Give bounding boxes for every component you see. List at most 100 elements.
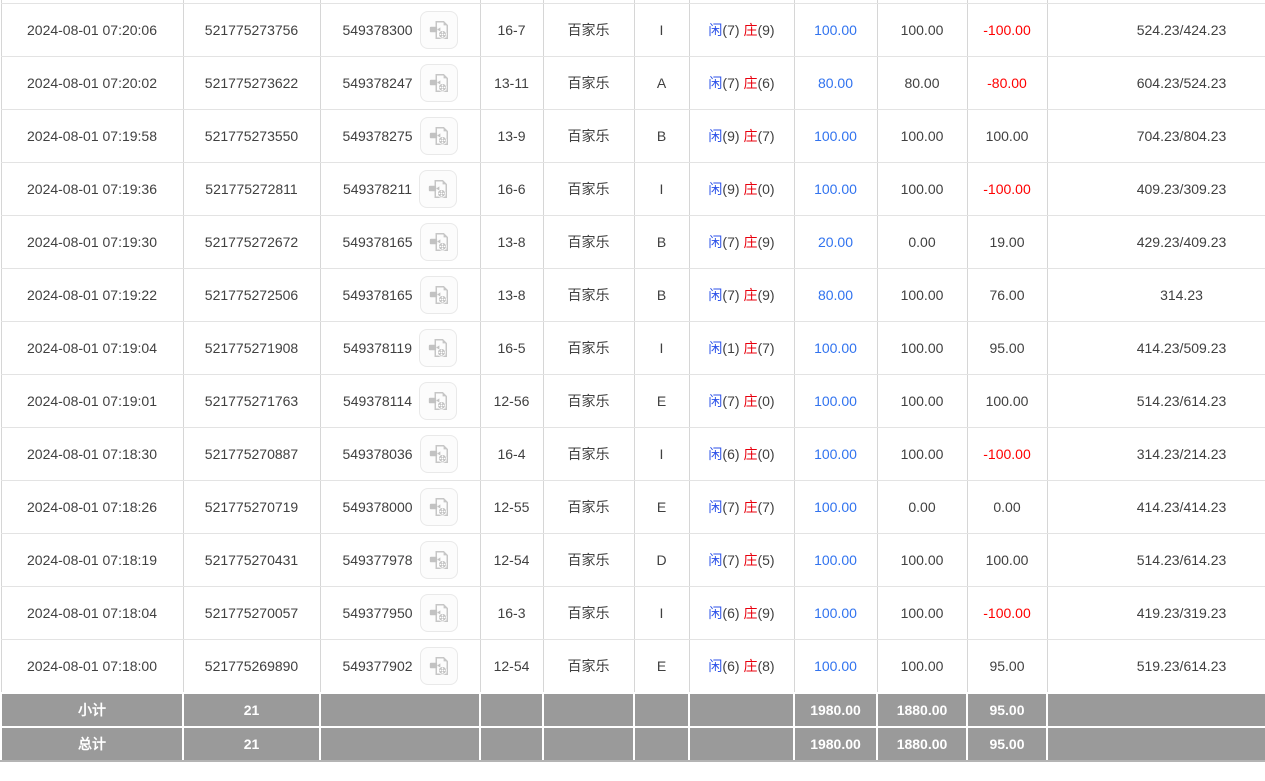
cell-bet-amount: 100.00 (793, 321, 878, 375)
bet-record-row: 2024-08-01 07:20:02 521775273622 5493782… (0, 56, 1265, 110)
video-replay-button[interactable] (419, 117, 458, 155)
cell-bet-amount: 100.00 (793, 480, 878, 534)
video-replay-button[interactable] (419, 594, 458, 632)
cell-bet-id: 521775271763 (182, 374, 321, 428)
cell-winloss: 100.00 (966, 533, 1048, 587)
total-empty-cell (319, 726, 481, 762)
round-id-text: 549378036 (342, 446, 413, 462)
cell-game-type: 百家乐 (542, 109, 635, 163)
cell-round-id: 549378165 (319, 268, 481, 322)
cell-balance: 314.23/214.23 (1046, 427, 1265, 481)
player-label: 闲 (708, 128, 723, 144)
cell-balance: 314.23 (1046, 268, 1265, 322)
video-replay-button[interactable] (419, 170, 458, 208)
cell-seat-letter: I (633, 3, 690, 57)
cell-valid-amount: 100.00 (876, 427, 968, 481)
cell-bet-time: 2024-08-01 07:20:06 (0, 3, 184, 57)
video-replay-button[interactable] (419, 488, 458, 526)
cell-winloss: -100.00 (966, 586, 1048, 640)
cell-round-id: 549378300 (319, 3, 481, 57)
cell-valid-amount: 100.00 (876, 586, 968, 640)
cell-bet-id: 521775270057 (182, 586, 321, 640)
video-replay-button[interactable] (419, 435, 458, 473)
bet-records-table: 2024-08-01 07:20:06 521775273756 5493783… (0, 0, 1265, 762)
cell-bet-time: 2024-08-01 07:18:00 (0, 639, 184, 694)
banker-label: 庄 (743, 128, 758, 144)
banker-points: (7) (757, 499, 775, 515)
cell-table-number: 13-8 (479, 215, 544, 269)
total-empty-cell (633, 726, 690, 762)
video-file-icon (429, 233, 448, 251)
cell-bet-time: 2024-08-01 07:19:58 (0, 109, 184, 163)
player-label: 闲 (708, 287, 723, 303)
player-label: 闲 (708, 552, 723, 568)
cell-seat-letter: E (633, 639, 690, 694)
bet-record-row: 2024-08-01 07:18:26 521775270719 5493780… (0, 480, 1265, 534)
round-id-text: 549377902 (342, 658, 413, 674)
cell-bet-time: 2024-08-01 07:18:19 (0, 533, 184, 587)
video-replay-button[interactable] (419, 382, 458, 420)
banker-label: 庄 (743, 22, 758, 38)
cell-winloss: 76.00 (966, 268, 1048, 322)
cell-bet-time: 2024-08-01 07:18:26 (0, 480, 184, 534)
cell-valid-amount: 100.00 (876, 639, 968, 694)
round-id-text: 549378119 (342, 340, 413, 356)
player-label: 闲 (708, 181, 723, 197)
cell-game-type: 百家乐 (542, 586, 635, 640)
total-count: 21 (182, 726, 321, 762)
cell-round-id: 549378000 (319, 480, 481, 534)
video-replay-button[interactable] (419, 541, 458, 579)
banker-points: (9) (757, 605, 775, 621)
cell-valid-amount: 100.00 (876, 162, 968, 216)
cell-bet-id: 521775273622 (182, 56, 321, 110)
round-id-text: 549378165 (342, 234, 413, 250)
cell-game-result: 闲(9) 庄(7) (688, 109, 795, 163)
cell-balance: 524.23/424.23 (1046, 3, 1265, 57)
cell-bet-id: 521775272672 (182, 215, 321, 269)
video-replay-button[interactable] (419, 276, 458, 314)
cell-bet-amount: 100.00 (793, 427, 878, 481)
cell-bet-time: 2024-08-01 07:18:04 (0, 586, 184, 640)
cell-game-type: 百家乐 (542, 268, 635, 322)
cell-seat-letter: B (633, 215, 690, 269)
cell-game-type: 百家乐 (542, 56, 635, 110)
video-replay-button[interactable] (419, 647, 458, 685)
cell-winloss: 19.00 (966, 215, 1048, 269)
cell-seat-letter: B (633, 109, 690, 163)
cell-balance: 414.23/414.23 (1046, 480, 1265, 534)
video-file-icon (429, 74, 448, 92)
subtotal-empty-cell (319, 692, 481, 728)
cell-bet-id: 521775271908 (182, 321, 321, 375)
banker-label: 庄 (743, 75, 758, 91)
cell-bet-time: 2024-08-01 07:19:04 (0, 321, 184, 375)
cell-bet-amount: 100.00 (793, 533, 878, 587)
cell-bet-id: 521775270887 (182, 427, 321, 481)
cell-valid-amount: 100.00 (876, 321, 968, 375)
video-replay-button[interactable] (419, 11, 458, 49)
video-replay-button[interactable] (419, 329, 458, 367)
video-file-icon (429, 127, 448, 145)
player-label: 闲 (708, 75, 723, 91)
round-id-text: 549378247 (342, 75, 413, 91)
player-points: (1) (722, 340, 740, 356)
total-empty-cell (542, 726, 635, 762)
banker-label: 庄 (743, 605, 758, 621)
cell-bet-amount: 100.00 (793, 639, 878, 694)
banker-label: 庄 (743, 234, 758, 250)
bet-record-row: 2024-08-01 07:19:36 521775272811 5493782… (0, 162, 1265, 216)
banker-points: (9) (757, 22, 775, 38)
cell-balance: 514.23/614.23 (1046, 374, 1265, 428)
cell-winloss: 0.00 (966, 480, 1048, 534)
cell-winloss: -100.00 (966, 162, 1048, 216)
banker-points: (6) (757, 75, 775, 91)
video-replay-button[interactable] (419, 64, 458, 102)
banker-points: (9) (757, 234, 775, 250)
video-replay-button[interactable] (419, 223, 458, 261)
records-summary: 小计 21 1980.00 1880.00 95.00 总计 21 (0, 692, 1265, 762)
bet-record-row: 2024-08-01 07:18:04 521775270057 5493779… (0, 586, 1265, 640)
banker-points: (8) (757, 658, 775, 674)
round-id-text: 549378275 (342, 128, 413, 144)
banker-points: (0) (757, 393, 775, 409)
cell-seat-letter: A (633, 56, 690, 110)
player-points: (6) (722, 658, 740, 674)
